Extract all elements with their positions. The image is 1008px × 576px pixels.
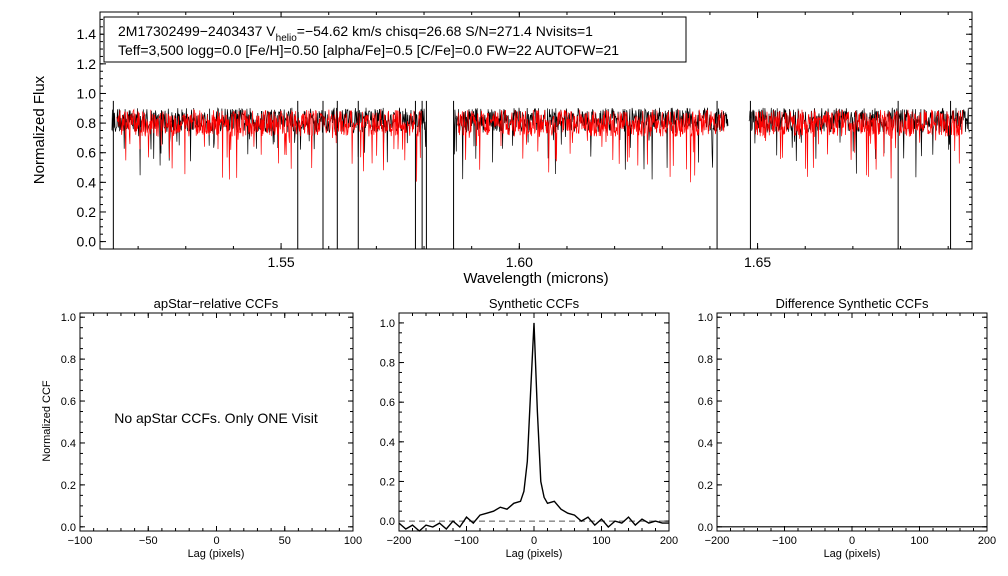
- x-tick-label: 1.55: [267, 254, 294, 270]
- x-tick-label: 200: [660, 535, 678, 547]
- spectrum-y-axis-label: Normalized Flux: [31, 75, 48, 184]
- x-tick-label: 100: [910, 535, 928, 547]
- spectrum-line: [457, 109, 725, 183]
- y-tick-label: 0.8: [61, 354, 76, 366]
- x-tick-label: −200: [705, 535, 730, 547]
- x-tick-label: −100: [454, 535, 479, 547]
- y-tick-label: 0.2: [380, 476, 395, 488]
- y-tick-label: 0.0: [380, 516, 395, 528]
- x-tick-label: −50: [139, 535, 158, 547]
- y-tick-label: 0.4: [61, 438, 76, 450]
- x-tick-label: 1.65: [744, 254, 771, 270]
- x-tick-label: 50: [279, 535, 291, 547]
- apstar-ccf-x-axis-label: Lag (pixels): [188, 548, 245, 560]
- y-tick-label: 0.4: [698, 438, 713, 450]
- y-tick-label: 0.8: [698, 354, 713, 366]
- x-tick-label: 200: [978, 535, 996, 547]
- y-tick-label: 0.0: [61, 522, 76, 534]
- difference-ccf-panel: −200 −100 0 100 200 0.0 0.2 0.4 0.6 0.8 1.0 Differ…: [698, 296, 996, 560]
- info-line-1: 2M17302499−2403437 Vhelio=−54.62 km/s ch…: [118, 23, 593, 44]
- difference-ccf-x-axis-label: Lag (pixels): [824, 548, 881, 560]
- y-tick-label: 1.0: [61, 312, 76, 324]
- apstar-ccf-y-axis-label: Normalized CCF: [41, 380, 53, 462]
- info-box: [103, 16, 687, 63]
- y-tick-label: 0.6: [380, 397, 395, 409]
- y-tick-label: 1.0: [698, 312, 713, 324]
- y-tick-label: 0.2: [698, 480, 713, 492]
- synthetic-ccf-line: [398, 322, 669, 532]
- y-tick-label: 0.4: [77, 174, 97, 190]
- y-tick-label: 0.0: [77, 234, 97, 250]
- apstar-ccf-annotation: No apStar CCFs. Only ONE Visit: [114, 410, 318, 426]
- info-line-2: Teff=3,500 logg=0.0 [Fe/H]=0.50 [alpha/F…: [118, 42, 619, 58]
- difference-ccf-plot-frame: [716, 312, 988, 532]
- y-tick-label: 1.4: [77, 26, 97, 42]
- y-tick-label: 1.0: [77, 85, 97, 101]
- x-tick-label: 0: [213, 535, 219, 547]
- y-tick-label: 0.6: [61, 396, 76, 408]
- x-tick-label: 0: [849, 535, 855, 547]
- y-tick-label: 1.0: [380, 318, 395, 330]
- spectrum-line: [116, 108, 422, 182]
- y-tick-label: 0.6: [77, 145, 97, 161]
- x-tick-label: 0: [531, 535, 537, 547]
- y-tick-label: 0.2: [77, 204, 97, 220]
- x-tick-label: −100: [68, 535, 93, 547]
- spectrum-line: [754, 109, 963, 179]
- spectrum-x-axis-label: Wavelength (microns): [463, 270, 608, 287]
- apstar-ccf-title: apStar−relative CCFs: [154, 296, 279, 311]
- synthetic-ccf-title: Synthetic CCFs: [489, 296, 580, 311]
- x-tick-label: 100: [344, 535, 362, 547]
- y-tick-label: 0.8: [77, 115, 97, 131]
- x-tick-label: 1.60: [506, 254, 533, 270]
- y-tick-label: 0.4: [380, 437, 395, 449]
- synthetic-ccf-plot-frame: [398, 312, 670, 532]
- apstar-ccf-panel: −100 −50 0 50 100 0.0 0.2 0.4 0.6 0.8 1.0 apStar−r…: [41, 296, 362, 560]
- spectrum-panel: 1.55 1.60 1.65 0.0 0.2 0.4 0.6 0.8 1.0 1.2 1.4 2M1…: [31, 11, 973, 287]
- y-tick-label: 0.8: [380, 358, 395, 370]
- x-tick-label: −200: [387, 535, 412, 547]
- synthetic-ccf-panel: −200 −100 0 100 200 0.0 0.2 0.4 0.6 0.8 1.0 Synthe…: [380, 296, 678, 560]
- synthetic-ccf-x-axis-label: Lag (pixels): [506, 548, 563, 560]
- x-tick-label: 100: [592, 535, 610, 547]
- y-tick-label: 0.2: [61, 480, 76, 492]
- y-tick-label: 0.6: [698, 396, 713, 408]
- x-tick-label: −100: [772, 535, 797, 547]
- y-tick-label: 0.0: [698, 522, 713, 534]
- difference-ccf-title: Difference Synthetic CCFs: [776, 296, 929, 311]
- y-tick-label: 1.2: [77, 56, 97, 72]
